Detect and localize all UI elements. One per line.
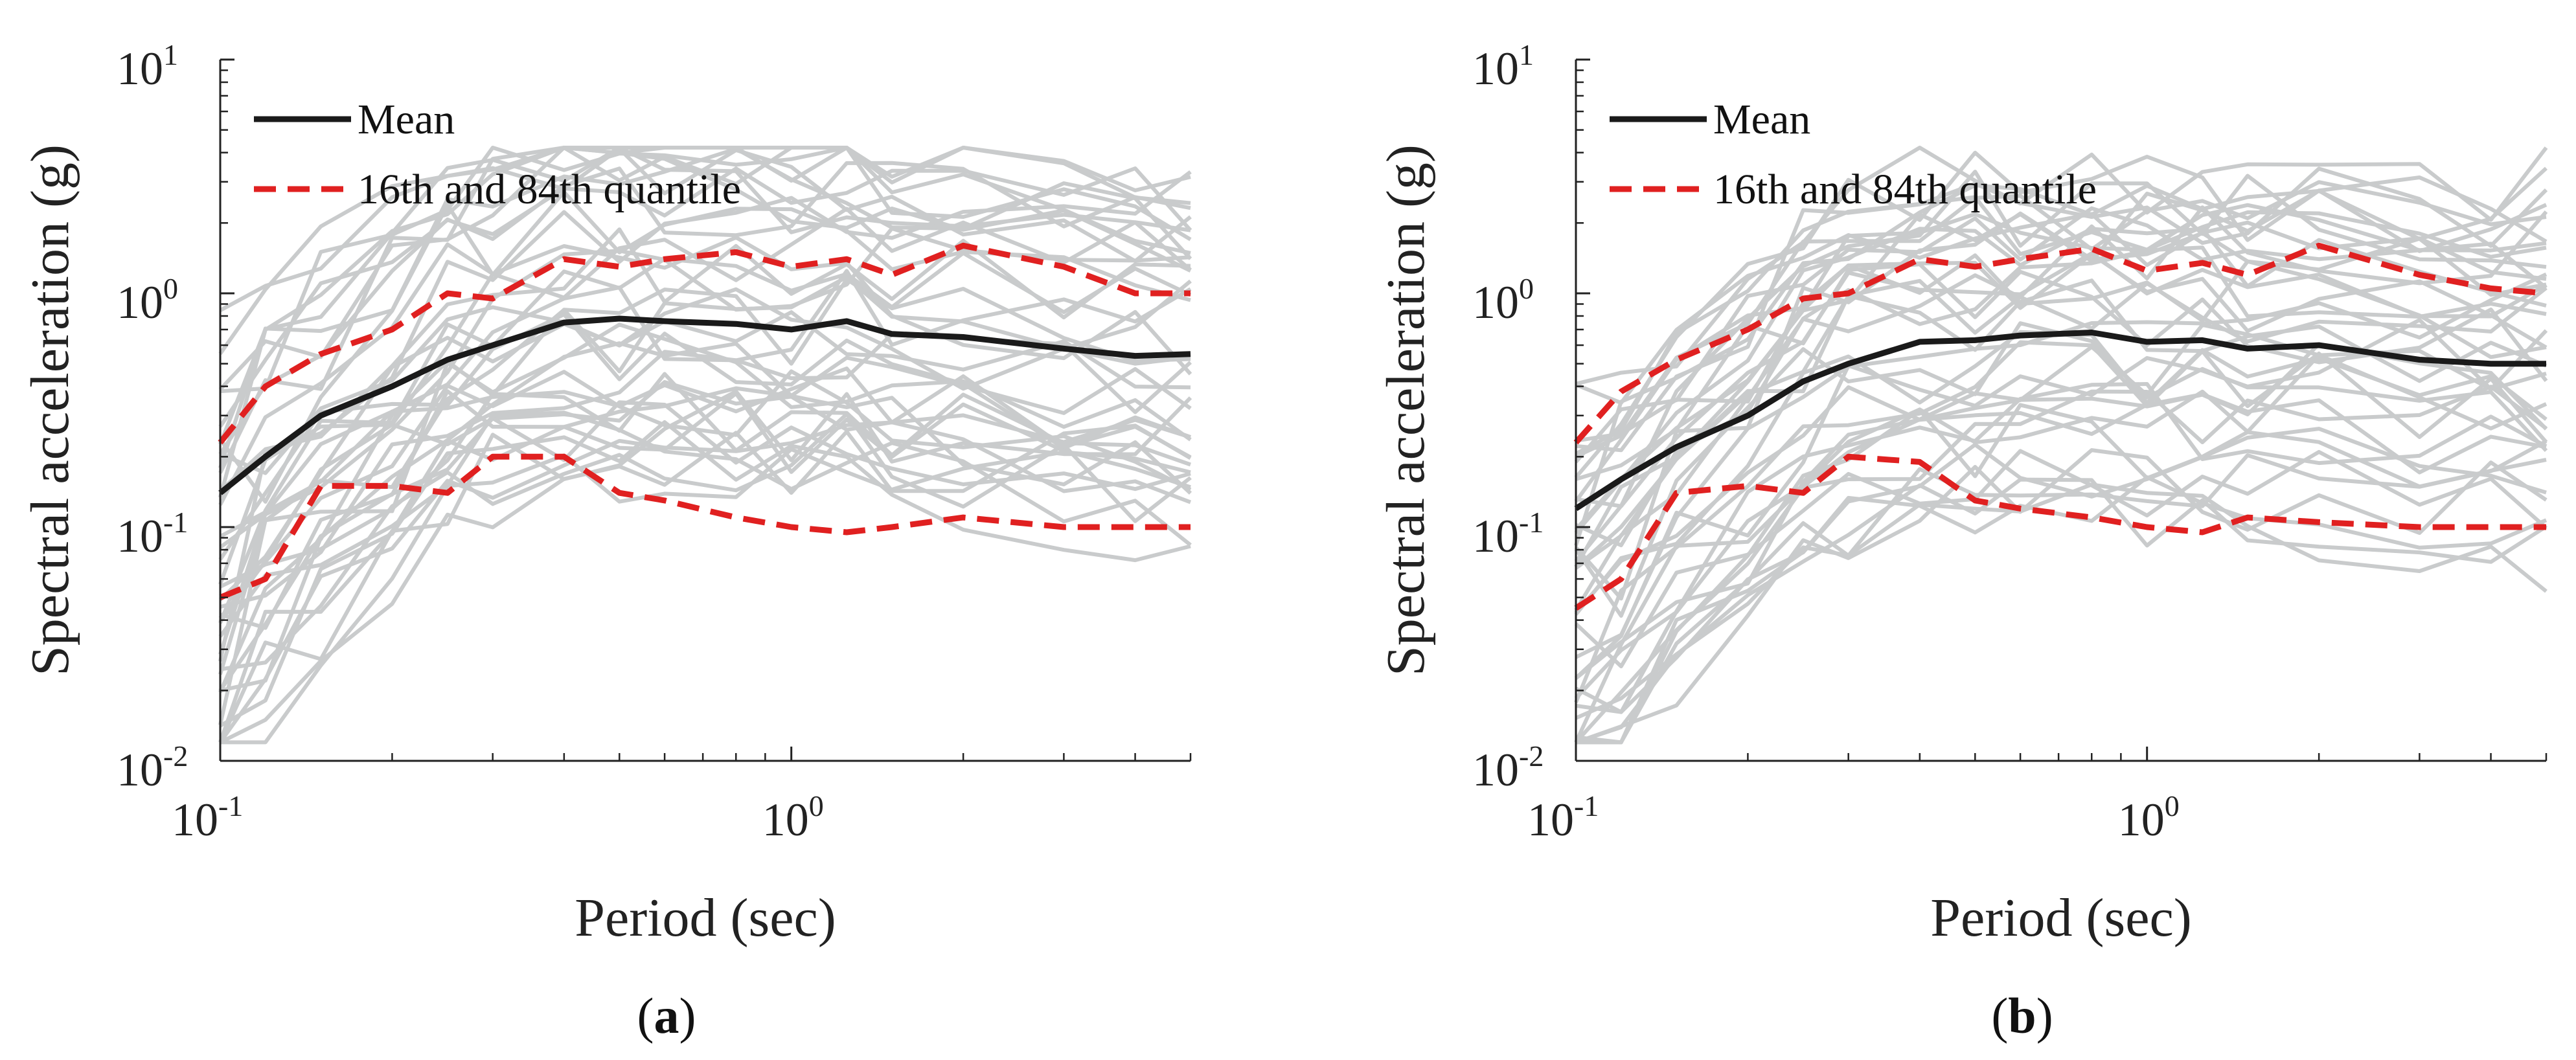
record-curve [1574,449,2548,669]
y-tick-label: 10-2 [117,739,188,796]
record-curve [218,374,1192,744]
x-axis-title: Period (sec) [575,888,836,948]
record-curve [1574,170,2547,563]
record-curve [218,380,1192,623]
quantile-line [1574,453,2546,611]
record-curve [1575,262,2548,481]
series-lines-b [1573,242,2547,611]
record-curve [1574,330,2548,616]
tick-labels-b: 101 100 10-1 10-2 10-1 100 [1472,38,2180,846]
legend-label-mean: Mean [358,96,455,143]
record-curve [218,369,1192,620]
legend-label-mean: Mean [1713,96,1810,143]
record-curve [1575,278,2548,570]
panel-b: 101 100 10-1 10-2 10-1 100 Period (sec) … [1376,38,2548,1044]
record-curve [218,389,1192,743]
axes-b [1575,58,2548,762]
tick-labels-a: 101 100 10-1 10-2 10-1 100 [117,38,824,846]
record-curve [220,146,1191,394]
record-curve [1576,403,2547,745]
quantile-line [219,453,1191,600]
record-curve [1575,180,2547,458]
record-curve [219,420,1191,728]
legend-label-quantile: 16th and 84th quantile [1713,166,2097,213]
record-curve [1574,385,2548,744]
series-lines-a [218,242,1191,600]
record-curve [218,400,1191,692]
record-curve [218,146,1192,469]
record-curve [219,366,1191,539]
record-curve [1574,227,2547,534]
record-curve [219,372,1191,589]
record-curve [1575,146,2548,386]
y-tick-label: 10-2 [1472,739,1544,796]
x-tick-label: 10-1 [1527,789,1599,846]
quantile-line [218,242,1191,445]
mean-line [218,315,1191,495]
y-tick-label: 101 [1472,38,1534,95]
record-curve [218,235,1192,506]
legend-label-quantile: 16th and 84th quantile [358,166,741,213]
x-tick-label: 100 [762,789,824,846]
x-tick-label: 10-1 [172,789,243,846]
record-curves-b [1574,146,2548,745]
y-tick-label: 100 [1472,272,1534,328]
record-curve [220,332,1192,609]
record-curve [1574,150,2548,479]
panel-a: 101 100 10-1 10-2 10-1 100 Period (sec) … [20,38,1192,1044]
record-curve [218,146,1192,355]
y-axis-title: Spectral acceleration (g) [1376,144,1436,676]
legend-a: Mean 16th and 84th quantile [254,96,741,213]
record-curve [1574,188,2548,531]
x-axis-title: Period (sec) [1930,888,2192,948]
record-curve [1574,321,2548,618]
mean-line [1574,330,2546,512]
quantile-line [1573,242,2547,445]
x-tick-label: 100 [2118,789,2180,846]
record-curve [218,207,1191,585]
record-curve [1575,212,2547,405]
record-curve [218,277,1191,694]
record-curve [218,322,1192,726]
record-curve [218,166,1192,428]
record-curve [1575,427,2547,714]
y-tick-label: 101 [117,38,178,95]
y-tick-label: 100 [117,272,178,328]
record-curve [218,312,1192,561]
panel-label: (b) [1991,987,2053,1044]
record-curves-a [218,146,1192,745]
record-curve [1575,392,2547,680]
record-curve [219,423,1192,745]
y-tick-label: 10-1 [1472,506,1544,562]
axes-a [219,58,1192,762]
y-axis-title: Spectral acceleration (g) [20,144,80,676]
y-tick-label: 10-1 [117,506,188,562]
panel-label: (a) [637,987,696,1044]
record-curve [1574,340,2548,703]
record-curve [218,287,1191,602]
record-curve [1575,272,2548,659]
record-curve [219,146,1191,312]
record-curve [220,447,1191,745]
legend-b: Mean 16th and 84th quantile [1610,96,2097,213]
record-curve [1574,166,2548,547]
